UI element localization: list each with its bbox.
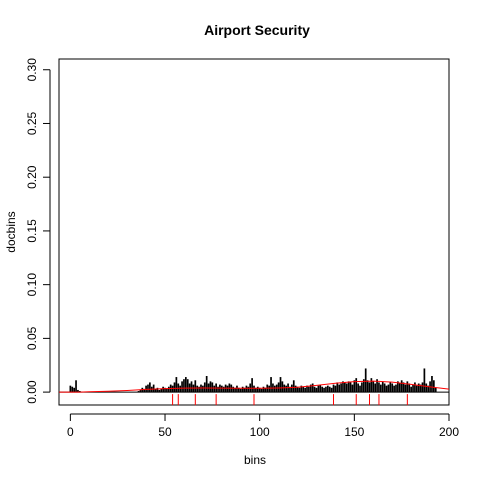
y-tick-label: 0.10 — [25, 273, 39, 297]
y-tick-label: 0.00 — [25, 380, 39, 404]
y-tick-label: 0.05 — [25, 326, 39, 350]
x-tick-label: 0 — [67, 425, 74, 439]
chart-title: Airport Security — [204, 22, 310, 38]
y-tick-label: 0.20 — [25, 165, 39, 189]
x-axis: 0 50 100 150 200 — [67, 413, 459, 439]
rug-marks — [172, 394, 408, 406]
plot-frame — [58, 58, 450, 406]
x-tick-label: 50 — [158, 425, 172, 439]
smoothed-density-curve — [59, 380, 450, 393]
y-tick-label: 0.15 — [25, 219, 39, 243]
x-tick-label: 100 — [250, 425, 270, 439]
x-tick-label: 200 — [439, 425, 459, 439]
x-tick-label: 150 — [344, 425, 364, 439]
y-axis-label: docbins — [4, 211, 18, 252]
y-axis: 0.00 0.05 0.10 0.15 0.20 0.25 0.30 — [25, 58, 51, 404]
y-tick-label: 0.25 — [25, 111, 39, 135]
x-axis-label: bins — [244, 453, 266, 467]
y-tick-label: 0.30 — [25, 58, 39, 82]
